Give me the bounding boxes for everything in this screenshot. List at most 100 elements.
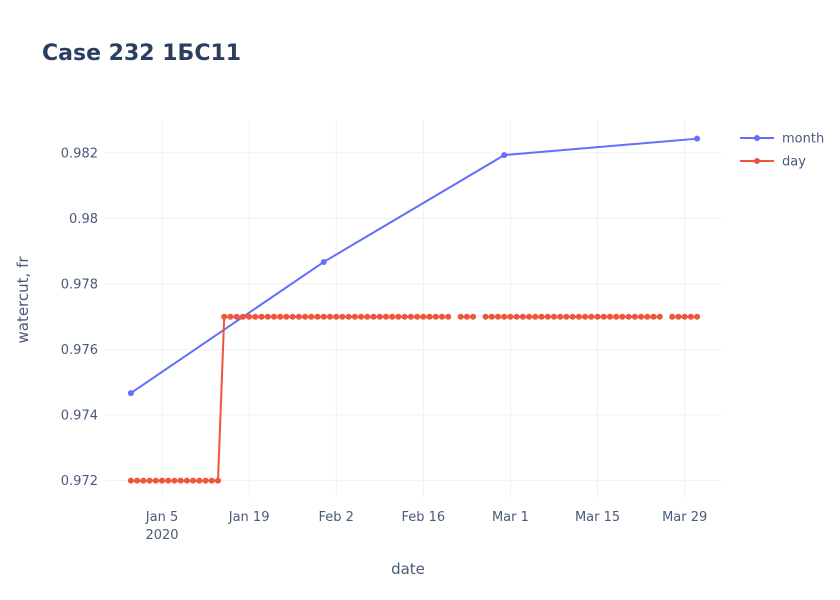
data-point-day[interactable] [532, 313, 539, 320]
data-point-day[interactable] [569, 313, 576, 320]
data-point-day[interactable] [383, 313, 389, 320]
data-point-day[interactable] [613, 313, 620, 320]
legend-item-day[interactable]: day [740, 155, 806, 170]
y-tick-label: 0.972 [61, 474, 98, 489]
data-point-day[interactable] [227, 313, 234, 320]
legend-label: month [782, 132, 824, 147]
x-tick-label: Mar 15 [575, 510, 620, 525]
data-point-day[interactable] [414, 313, 421, 320]
data-point-day[interactable] [619, 313, 626, 320]
data-point-day[interactable] [320, 313, 327, 320]
data-point-day[interactable] [600, 313, 607, 320]
data-point-day[interactable] [302, 313, 309, 320]
data-point-day[interactable] [327, 313, 333, 320]
data-point-day[interactable] [507, 313, 514, 320]
data-point-day[interactable] [457, 313, 464, 320]
data-point-day[interactable] [638, 313, 645, 320]
data-point-day[interactable] [289, 313, 296, 320]
data-point-day[interactable] [563, 313, 570, 320]
legend-item-month[interactable]: month [740, 132, 824, 147]
data-point-day[interactable] [551, 313, 557, 320]
data-point-day[interactable] [463, 313, 470, 320]
data-point-month[interactable] [501, 152, 508, 159]
data-point-day[interactable] [588, 313, 595, 320]
data-point-day[interactable] [395, 313, 402, 320]
data-point-day[interactable] [333, 313, 340, 320]
data-point-day[interactable] [177, 477, 184, 484]
data-point-day[interactable] [407, 313, 414, 320]
data-point-day[interactable] [669, 313, 676, 320]
data-point-day[interactable] [196, 477, 203, 484]
data-point-day[interactable] [495, 313, 501, 320]
data-point-day[interactable] [208, 477, 215, 484]
data-point-day[interactable] [351, 313, 358, 320]
data-point-day[interactable] [501, 313, 508, 320]
data-point-day[interactable] [127, 477, 134, 484]
data-point-day[interactable] [358, 313, 365, 320]
data-point-day[interactable] [650, 313, 657, 320]
data-point-day[interactable] [152, 477, 159, 484]
data-point-day[interactable] [314, 313, 321, 320]
data-point-day[interactable] [519, 313, 526, 320]
data-point-day[interactable] [526, 313, 533, 320]
data-point-day[interactable] [426, 313, 433, 320]
data-point-day[interactable] [252, 313, 259, 320]
data-point-day[interactable] [134, 477, 141, 484]
data-point-day[interactable] [308, 313, 315, 320]
data-point-day[interactable] [271, 313, 277, 320]
data-point-day[interactable] [470, 313, 477, 320]
data-point-day[interactable] [339, 313, 346, 320]
data-point-day[interactable] [582, 313, 589, 320]
data-point-day[interactable] [538, 313, 545, 320]
data-point-day[interactable] [557, 313, 564, 320]
data-point-day[interactable] [389, 313, 396, 320]
data-point-day[interactable] [401, 313, 408, 320]
data-point-day[interactable] [439, 313, 445, 320]
data-point-day[interactable] [432, 313, 439, 320]
data-point-day[interactable] [687, 313, 694, 320]
data-point-day[interactable] [283, 313, 290, 320]
data-point-day[interactable] [202, 477, 209, 484]
data-point-day[interactable] [625, 313, 632, 320]
data-point-day[interactable] [183, 477, 190, 484]
series-line-month [130, 137, 698, 394]
data-point-day[interactable] [190, 477, 197, 484]
data-point-day[interactable] [159, 477, 165, 484]
data-point-day[interactable] [594, 313, 601, 320]
data-point-month[interactable] [127, 390, 134, 397]
data-point-day[interactable] [482, 313, 489, 320]
data-point-day[interactable] [345, 313, 352, 320]
data-point-day[interactable] [258, 313, 265, 320]
data-point-day[interactable] [171, 477, 178, 484]
data-point-day[interactable] [607, 313, 613, 320]
data-point-day[interactable] [488, 313, 495, 320]
data-point-day[interactable] [215, 477, 221, 484]
data-point-day[interactable] [221, 313, 228, 320]
data-point-day[interactable] [295, 313, 302, 320]
data-point-day[interactable] [277, 313, 284, 320]
data-point-month[interactable] [694, 135, 701, 142]
data-point-day[interactable] [445, 313, 452, 320]
data-point-day[interactable] [239, 313, 246, 320]
data-point-day[interactable] [544, 313, 551, 320]
data-point-day[interactable] [364, 313, 371, 320]
data-point-day[interactable] [370, 313, 377, 320]
data-point-day[interactable] [675, 313, 682, 320]
data-point-day[interactable] [644, 313, 651, 320]
data-point-day[interactable] [140, 477, 147, 484]
data-point-day[interactable] [513, 313, 520, 320]
data-point-day[interactable] [264, 313, 271, 320]
data-point-day[interactable] [694, 313, 701, 320]
data-point-day[interactable] [233, 313, 240, 320]
data-point-day[interactable] [376, 313, 383, 320]
data-point-day[interactable] [146, 477, 153, 484]
data-point-day[interactable] [575, 313, 582, 320]
data-point-day[interactable] [246, 313, 253, 320]
data-point-month[interactable] [320, 258, 327, 265]
data-point-day[interactable] [420, 313, 427, 320]
data-point-day[interactable] [165, 477, 172, 484]
data-point-day[interactable] [631, 313, 638, 320]
data-point-day[interactable] [681, 313, 688, 320]
data-point-day[interactable] [656, 313, 663, 320]
legend[interactable]: month day [740, 132, 824, 170]
